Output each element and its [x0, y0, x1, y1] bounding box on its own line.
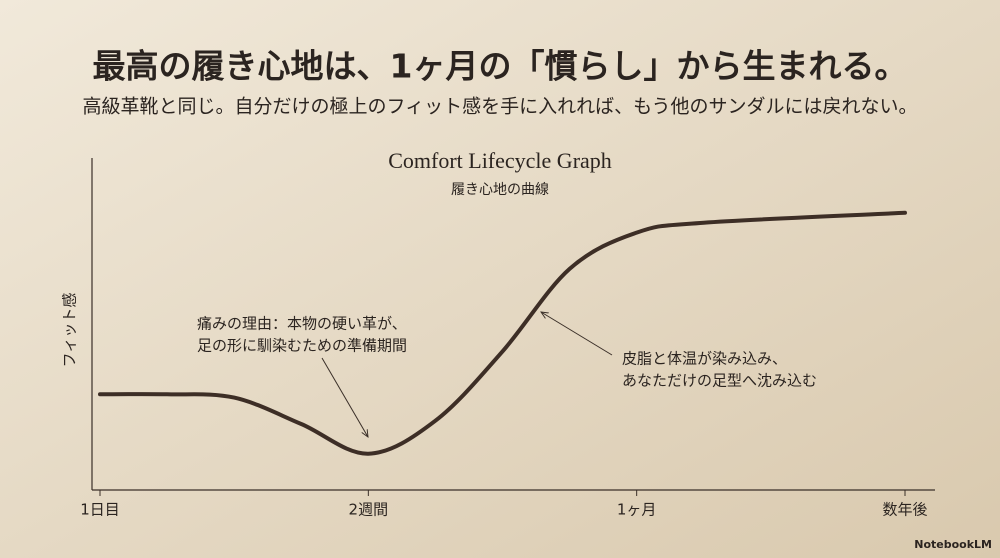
x-tick-label: 1ヶ月 [617, 501, 657, 519]
x-tick-label: 1日目 [80, 501, 120, 519]
chart-title: Comfort Lifecycle Graph [388, 148, 612, 173]
annotation-arrow [541, 312, 613, 356]
annotation-arrow [321, 357, 368, 437]
annotation: 足の形に馴染むための準備期間 [197, 337, 407, 355]
x-tick-label: 2週間 [349, 501, 389, 519]
title: 最高の履き心地は、1ヶ月の「慣らし」から生まれる。 [93, 47, 908, 86]
annotation: あなただけの足型へ沈み込む [622, 372, 817, 390]
brand: NotebookLM [914, 538, 992, 551]
line-series [98, 210, 907, 456]
annotation: 皮脂と体温が染み込み、 [622, 350, 787, 368]
y-axis-label: フィット感 [61, 293, 79, 368]
annotation: 痛みの理由：本物の硬い革が、 [197, 315, 407, 333]
subtitle: 高級革靴と同じ。自分だけの極上のフィット感を手に入れれば、もう他のサンダルには戻… [82, 96, 917, 118]
x-tick-label: 数年後 [882, 501, 927, 519]
chart-subtitle: 履き心地の曲線 [451, 182, 549, 198]
